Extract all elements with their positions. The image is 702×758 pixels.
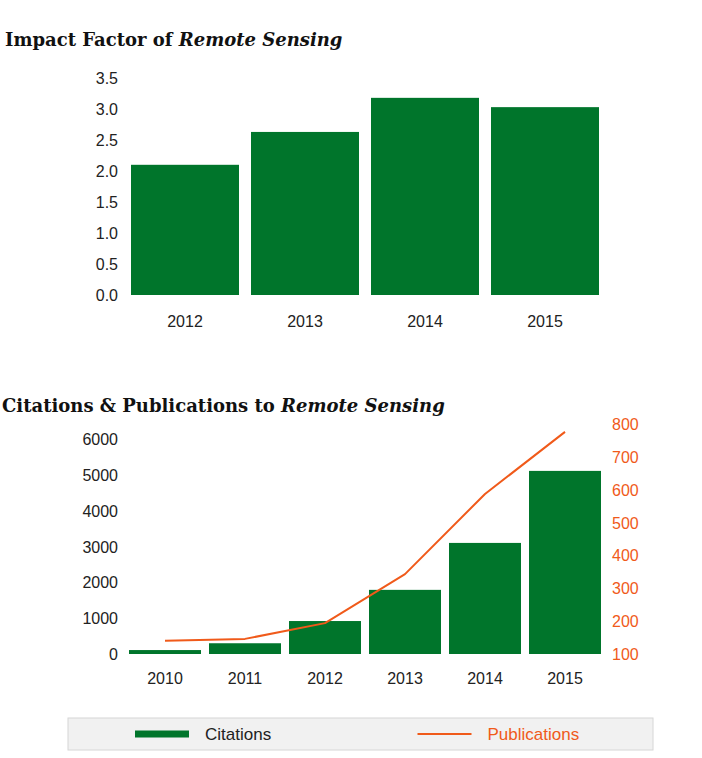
x-tick-label: 2010: [147, 670, 183, 687]
y-tick-label: 2.5: [96, 132, 118, 149]
figure: Impact Factor of Remote Sensing 0.0 0.5 1.0…: [0, 0, 702, 758]
y-tick-label: 0.0: [96, 287, 118, 304]
chart-title: Citations & Publications to Remote Sensi…: [2, 395, 445, 416]
y-tick-label: 4000: [82, 503, 118, 520]
y2-tick-label: 300: [612, 580, 639, 597]
x-tick-label: 2015: [527, 313, 563, 330]
bar: [289, 621, 361, 654]
y2-tick-label: 500: [612, 515, 639, 532]
chart: Citations & Publications to Remote Sensi…: [2, 395, 653, 750]
y2-tick-label: 100: [612, 646, 639, 663]
y-tick-label: 3.5: [96, 70, 118, 87]
bar: [251, 132, 359, 295]
y-tick-label: 2000: [82, 574, 118, 591]
legend-swatch: [135, 731, 189, 738]
y-tick-label: 1.5: [96, 194, 118, 211]
x-tick-label: 2012: [167, 313, 203, 330]
y-tick-label: 6000: [82, 431, 118, 448]
legend-swatch: [418, 733, 472, 735]
bar: [129, 650, 201, 654]
y-tick-label: 1000: [82, 610, 118, 627]
chart-title: Impact Factor of Remote Sensing: [5, 29, 342, 50]
x-tick-label: 2013: [387, 670, 423, 687]
x-tick-label: 2014: [467, 670, 503, 687]
y2-tick-label: 600: [612, 482, 639, 499]
bar: [371, 98, 479, 295]
y-tick-label: 1.0: [96, 225, 118, 242]
x-tick-label: 2012: [307, 670, 343, 687]
x-tick-label: 2013: [287, 313, 323, 330]
plot-area: [131, 98, 599, 295]
chart: Impact Factor of Remote Sensing 0.0 0.5 1.0…: [5, 29, 599, 330]
x-tick-label: 2014: [407, 313, 443, 330]
y2-tick-label: 800: [612, 416, 639, 433]
bar: [209, 643, 281, 654]
legend-box: [68, 718, 653, 750]
y-tick-label: 2.0: [96, 163, 118, 180]
y-tick-label: 0: [109, 646, 118, 663]
legend-label: Publications: [488, 725, 580, 744]
y-tick-label: 3.0: [96, 101, 118, 118]
line: [165, 432, 565, 641]
bar: [491, 107, 599, 295]
y2-tick-label: 200: [612, 613, 639, 630]
y-tick-label: 0.5: [96, 256, 118, 273]
y-tick-label: 3000: [82, 539, 118, 556]
y2-tick-label: 700: [612, 449, 639, 466]
legend-label: Citations: [205, 725, 271, 744]
bar: [449, 543, 521, 654]
plot-area: [129, 432, 601, 654]
y-tick-label: 5000: [82, 467, 118, 484]
bar: [131, 165, 239, 295]
x-tick-label: 2011: [228, 670, 263, 687]
legend: Citations Publications: [68, 718, 653, 750]
bar: [529, 471, 601, 654]
bar: [369, 590, 441, 654]
x-tick-label: 2015: [547, 670, 583, 687]
y2-tick-label: 400: [612, 547, 639, 564]
